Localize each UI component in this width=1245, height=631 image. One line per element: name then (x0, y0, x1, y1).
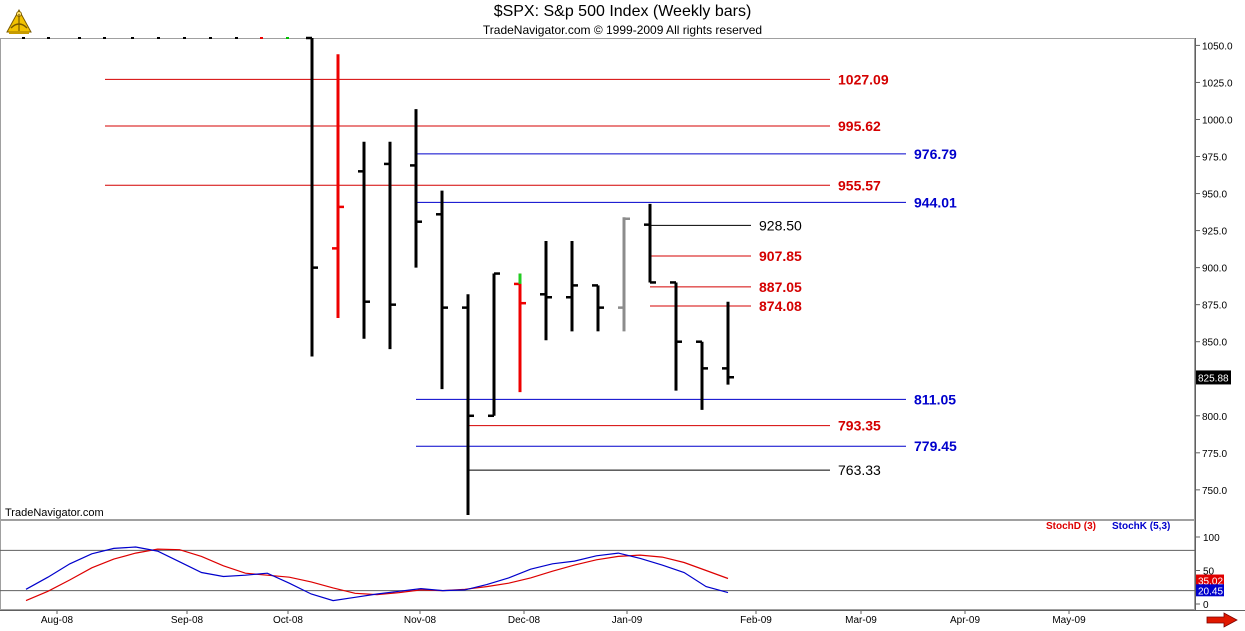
price-tick-label: 875.0 (1202, 301, 1227, 312)
level-label: 976.79 (914, 146, 957, 162)
price-bar (618, 217, 630, 332)
price-bar (488, 272, 500, 418)
date-label: May-09 (1052, 615, 1086, 626)
price-tick-label: 900.0 (1202, 264, 1227, 275)
legend-stochk: StochK (5,3) (1112, 521, 1171, 532)
price-bars (306, 36, 734, 516)
level-label: 763.33 (838, 462, 881, 478)
date-label: Aug-08 (41, 615, 74, 626)
price-bar (514, 273, 526, 393)
right-arrow-icon[interactable] (1206, 612, 1238, 628)
price-panel-frame (0, 38, 1195, 520)
date-label: Nov-08 (404, 615, 437, 626)
legend-stochd: StochD (3) (1046, 521, 1096, 532)
stochd-value-box (1196, 574, 1224, 587)
chart-subtitle: TradeNavigator.com © 1999-2009 All right… (482, 23, 763, 37)
date-label: Dec-08 (508, 615, 541, 626)
date-label: Sep-08 (171, 615, 204, 626)
stochk-value: 20.45 (1198, 586, 1223, 597)
level-label: 779.45 (914, 438, 957, 454)
level-label: 811.05 (914, 391, 956, 407)
price-bar (540, 240, 552, 341)
price-bar (332, 54, 344, 318)
stoch-axis-ticks: 0 50 100 (1195, 533, 1220, 611)
date-axis-labels: Aug-08 Sep-08 Oct-08 Nov-08 Dec-08 Jan-09 Feb-… (41, 610, 1086, 626)
stochd-line (25, 548, 729, 602)
price-tick-label: 1025.0 (1202, 78, 1233, 89)
price-bar (462, 294, 474, 516)
stochd-value: 35.02 (1198, 577, 1223, 588)
stoch-tick-label: 50 (1203, 567, 1215, 578)
level-label: 995.62 (838, 118, 881, 134)
last-price-marker: 825.88 (1196, 370, 1231, 385)
stochk-line (25, 546, 729, 602)
price-bar (644, 203, 656, 284)
level-label: 955.57 (838, 177, 881, 193)
chart-title: $SPX: S&p 500 Index (Weekly bars) (493, 3, 752, 20)
date-label: Oct-08 (273, 615, 303, 626)
stoch-tick-label: 0 (1203, 600, 1209, 611)
level-label: 1027.09 (838, 71, 889, 87)
price-bar (592, 284, 604, 332)
date-label: Jan-09 (612, 615, 643, 626)
date-label: Feb-09 (740, 615, 772, 626)
price-bar (384, 141, 396, 350)
price-tick-label: 800.0 (1202, 412, 1227, 423)
stoch-tick-label: 100 (1203, 533, 1220, 544)
level-label: 907.85 (759, 248, 802, 264)
watermark-text: TradeNavigator.com (5, 507, 104, 519)
top-marker-dots (22, 37, 289, 39)
price-bar (670, 281, 682, 391)
price-axis-ticks: 750.0775.0800.0825.0850.0875.0900.0925.0… (1195, 41, 1233, 497)
level-label: 928.50 (759, 217, 802, 233)
stochk-value-box (1196, 584, 1224, 597)
sextant-icon (6, 8, 32, 34)
price-tick-label: 950.0 (1202, 190, 1227, 201)
price-tick-label: 775.0 (1202, 449, 1227, 460)
stoch-panel-frame (0, 520, 1195, 610)
price-bar (696, 340, 708, 410)
level-label: 887.05 (759, 279, 802, 295)
price-tick-label: 925.0 (1202, 227, 1227, 238)
date-label: Apr-09 (950, 615, 980, 626)
level-label: 874.08 (759, 298, 802, 314)
price-tick-label: 1050.0 (1202, 41, 1233, 52)
price-tick-label: 850.0 (1202, 338, 1227, 349)
stoch-grid (0, 549, 1195, 592)
price-tick-label: 1000.0 (1202, 115, 1233, 126)
price-tick-label: 750.0 (1202, 486, 1227, 497)
price-bar (358, 141, 370, 339)
price-bar (410, 109, 422, 268)
price-bar (436, 190, 448, 390)
price-bar (306, 36, 318, 357)
level-label: 793.35 (838, 418, 881, 434)
price-tick-label: 975.0 (1202, 153, 1227, 164)
price-bar (722, 301, 734, 385)
level-lines: 1027.09 995.62 976.79 955.57 944.01 928.50 907… (105, 71, 957, 478)
last-price-box (1196, 370, 1231, 385)
last-price-label: 825.88 (1198, 373, 1229, 384)
level-label: 944.01 (914, 194, 957, 210)
date-label: Mar-09 (845, 615, 877, 626)
price-bar (566, 240, 578, 332)
